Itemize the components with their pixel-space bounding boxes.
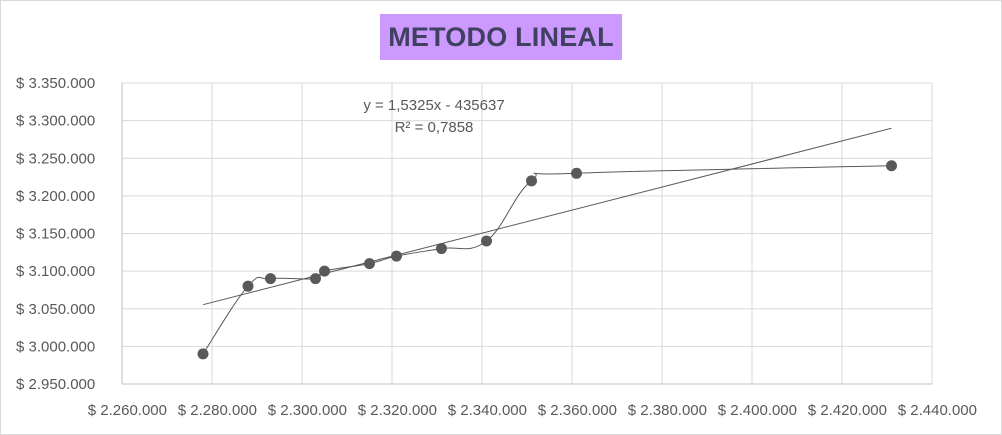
x-tick-label: $ 2.420.000	[808, 402, 887, 419]
x-tick-label: $ 2.300.000	[268, 402, 347, 419]
gridlines	[122, 82, 933, 384]
data-point	[310, 273, 321, 285]
data-point	[197, 348, 209, 360]
trendline	[202, 127, 892, 306]
trendline-r-squared: R² = 0,7858	[395, 119, 474, 136]
x-tick-label: $ 2.280.000	[178, 402, 257, 419]
chart-title-box: METODO LINEAL	[380, 14, 622, 60]
data-point	[526, 175, 537, 187]
y-tick-label: $ 3.150.000	[16, 226, 95, 243]
x-tick-label: $ 2.380.000	[628, 402, 707, 419]
y-tick-label: $ 3.300.000	[16, 113, 95, 130]
x-tick-label: $ 2.320.000	[358, 402, 437, 419]
x-tick-label: $ 2.260.000	[88, 402, 167, 419]
y-tick-label: $ 3.350.000	[16, 75, 95, 92]
x-tick-label: $ 2.440.000	[898, 402, 977, 419]
y-tick-label: $ 3.100.000	[16, 263, 95, 280]
x-tick-label: $ 2.400.000	[718, 402, 797, 419]
x-tick-label: $ 2.340.000	[448, 402, 527, 419]
y-tick-label: $ 3.050.000	[16, 301, 95, 318]
data-point	[265, 273, 276, 285]
chart-title: METODO LINEAL	[388, 21, 614, 52]
y-tick-label: $ 3.000.000	[16, 338, 95, 355]
series-group	[197, 160, 897, 360]
x-tick-label: $ 2.360.000	[538, 402, 617, 419]
axes	[121, 83, 932, 385]
data-point	[571, 167, 582, 179]
data-point	[481, 235, 492, 247]
data-point	[886, 160, 897, 172]
trendline-equation: y = 1,5325x - 435637	[363, 97, 504, 114]
y-tick-label: $ 2.950.000	[16, 376, 95, 393]
series-line	[202, 165, 892, 355]
y-tick-label: $ 3.200.000	[16, 188, 95, 205]
data-point	[391, 250, 402, 262]
data-point	[242, 280, 254, 292]
data-point	[436, 243, 447, 255]
y-tick-label: $ 3.250.000	[16, 150, 95, 167]
data-point	[364, 258, 375, 270]
y-axis-tick-labels: $ 2.950.000 $ 3.000.000 $ 3.050.000 $ 3.100…	[16, 75, 95, 393]
x-axis-tick-labels: $ 2.260.000 $ 2.280.000 $ 2.300.000 $ 2.320…	[88, 402, 977, 419]
trendline-group	[202, 127, 892, 306]
